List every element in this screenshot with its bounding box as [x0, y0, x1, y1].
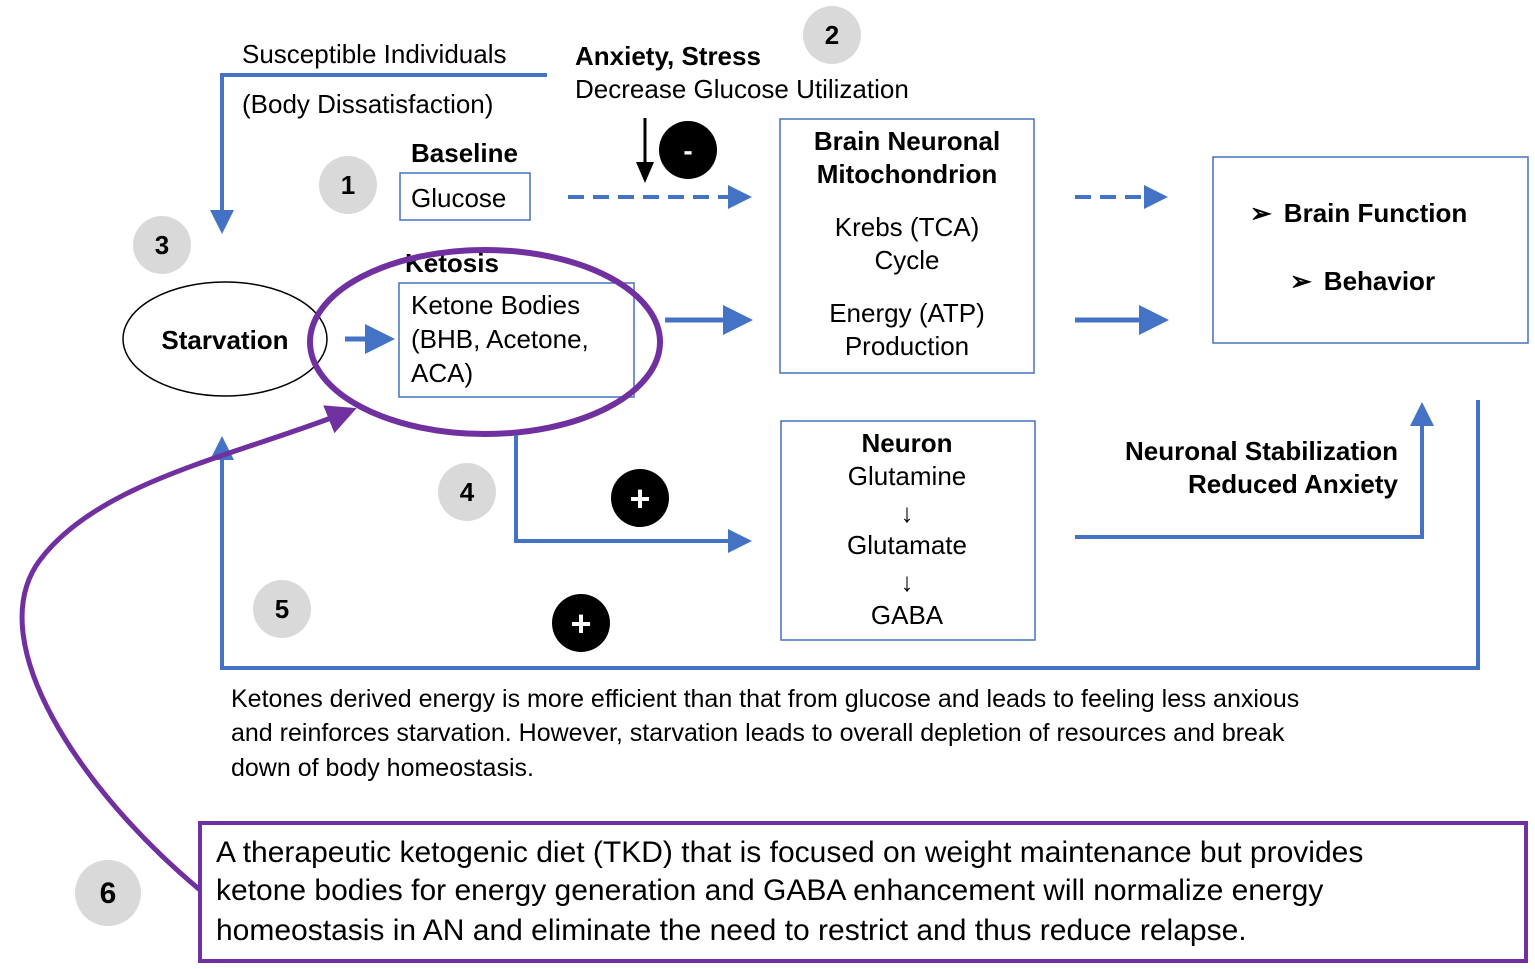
neuron-to-outcome-arrow — [1075, 402, 1434, 539]
explanation-line: down of body homeostasis. — [231, 754, 534, 782]
anxiety-label: Anxiety, Stress — [575, 41, 761, 71]
ketone-bodies-box — [398, 282, 635, 398]
susceptible-label: Susceptible Individuals — [242, 39, 507, 69]
badge-2: 2 — [803, 6, 861, 64]
explanation-line: Ketones derived energy is more efficient… — [231, 685, 1299, 713]
energy-label: Energy (ATP) — [829, 298, 985, 328]
down-arrow-icon: ↓ — [901, 498, 914, 528]
mito-title: Brain Neuronal — [814, 126, 1000, 156]
plus-icon: + — [611, 469, 669, 527]
svg-text:-: - — [683, 135, 692, 166]
down-arrow-icon: ↓ — [901, 567, 914, 597]
badge-5: 5 — [253, 580, 311, 638]
svg-text:4: 4 — [460, 477, 475, 507]
tkd-line: ketone bodies for energy generation and … — [216, 874, 1323, 907]
svg-text:1: 1 — [341, 170, 355, 200]
svg-text:+: + — [629, 478, 650, 519]
ketone-to-neuron-arrow — [514, 435, 752, 553]
krebs-label: Cycle — [874, 245, 939, 275]
decrease-glucose-label: Decrease Glucose Utilization — [575, 74, 909, 104]
feedback-loop-arrow — [210, 400, 1480, 670]
neuron-step: Glutamate — [847, 530, 967, 560]
badge-1: 1 — [319, 156, 377, 214]
neuron-step: Glutamine — [848, 461, 967, 491]
ketone-line: (BHB, Acetone, — [411, 324, 589, 354]
explanation-line: and reinforces starvation. However, star… — [231, 719, 1285, 747]
tkd-to-ketosis-arrow — [19, 405, 357, 892]
neuron-step: GABA — [871, 600, 944, 630]
susceptible-arrow — [210, 73, 547, 234]
mitochondrion-box — [779, 118, 1035, 374]
glucose-box — [399, 172, 531, 221]
neuron-box — [780, 420, 1036, 641]
baseline-label: Baseline — [411, 138, 518, 168]
outcome-brain-function: ➢ Brain Function — [1250, 198, 1467, 228]
bullet-icon: ➢ — [1290, 266, 1312, 296]
minus-icon: - — [659, 121, 717, 179]
bullet-icon: ➢ — [1250, 198, 1272, 228]
outcome-box — [1212, 156, 1529, 344]
svg-text:+: + — [570, 603, 591, 644]
neuron-title: Neuron — [862, 428, 953, 458]
plus-icon: + — [552, 594, 610, 652]
energy-label: Production — [845, 331, 969, 361]
svg-text:6: 6 — [100, 877, 117, 910]
svg-text:3: 3 — [155, 230, 169, 260]
ketosis-highlight-ellipse — [307, 247, 663, 437]
tkd-line: A therapeutic ketogenic diet (TKD) that … — [216, 836, 1363, 869]
mito-title: Mitochondrion — [817, 159, 998, 189]
stabilization-label: Neuronal Stabilization — [1125, 436, 1398, 466]
svg-text:5: 5 — [275, 594, 289, 624]
outcome-behavior: ➢ Behavior — [1290, 266, 1435, 296]
stabilization-label: Reduced Anxiety — [1188, 469, 1399, 499]
svg-text:2: 2 — [825, 20, 839, 50]
badge-6: 6 — [75, 860, 141, 926]
ketone-line: ACA) — [411, 358, 473, 388]
ketone-line: Ketone Bodies — [411, 290, 580, 320]
starvation-node — [122, 281, 328, 397]
krebs-label: Krebs (TCA) — [835, 212, 979, 242]
badge-4: 4 — [438, 463, 496, 521]
badge-3: 3 — [133, 216, 191, 274]
starvation-label: Starvation — [161, 325, 288, 355]
tkd-box — [198, 821, 1528, 963]
tkd-line: homeostasis in AN and eliminate the need… — [216, 914, 1247, 947]
glucose-label: Glucose — [411, 183, 506, 213]
body-dissatisfaction-label: (Body Dissatisfaction) — [242, 89, 493, 119]
